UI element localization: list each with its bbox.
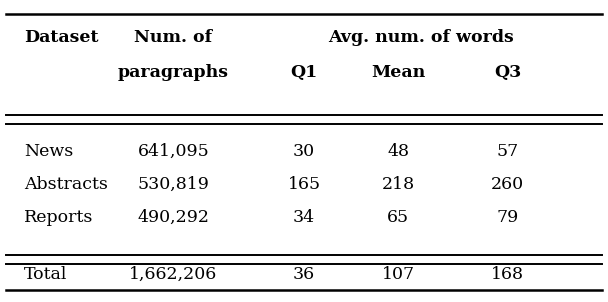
Text: Abstracts: Abstracts [24, 176, 108, 193]
Text: 30: 30 [293, 143, 315, 159]
Text: Dataset: Dataset [24, 29, 99, 46]
Text: 1,662,206: 1,662,206 [129, 266, 218, 283]
Text: Q3: Q3 [494, 64, 521, 81]
Text: 34: 34 [293, 209, 315, 226]
Text: 260: 260 [491, 176, 524, 193]
Text: 36: 36 [293, 266, 315, 283]
Text: News: News [24, 143, 74, 159]
Text: 165: 165 [288, 176, 320, 193]
Text: Mean: Mean [371, 64, 426, 81]
Text: Avg. num. of words: Avg. num. of words [328, 29, 514, 46]
Text: paragraphs: paragraphs [118, 64, 229, 81]
Text: 57: 57 [497, 143, 519, 159]
Text: 490,292: 490,292 [137, 209, 209, 226]
Text: 79: 79 [497, 209, 519, 226]
Text: 218: 218 [382, 176, 415, 193]
Text: 530,819: 530,819 [137, 176, 209, 193]
Text: 48: 48 [387, 143, 409, 159]
Text: Total: Total [24, 266, 67, 283]
Text: Q1: Q1 [291, 64, 317, 81]
Text: Reports: Reports [24, 209, 94, 226]
Text: 168: 168 [491, 266, 524, 283]
Text: 107: 107 [382, 266, 415, 283]
Text: 641,095: 641,095 [137, 143, 209, 159]
Text: 65: 65 [387, 209, 409, 226]
Text: Num. of: Num. of [134, 29, 212, 46]
